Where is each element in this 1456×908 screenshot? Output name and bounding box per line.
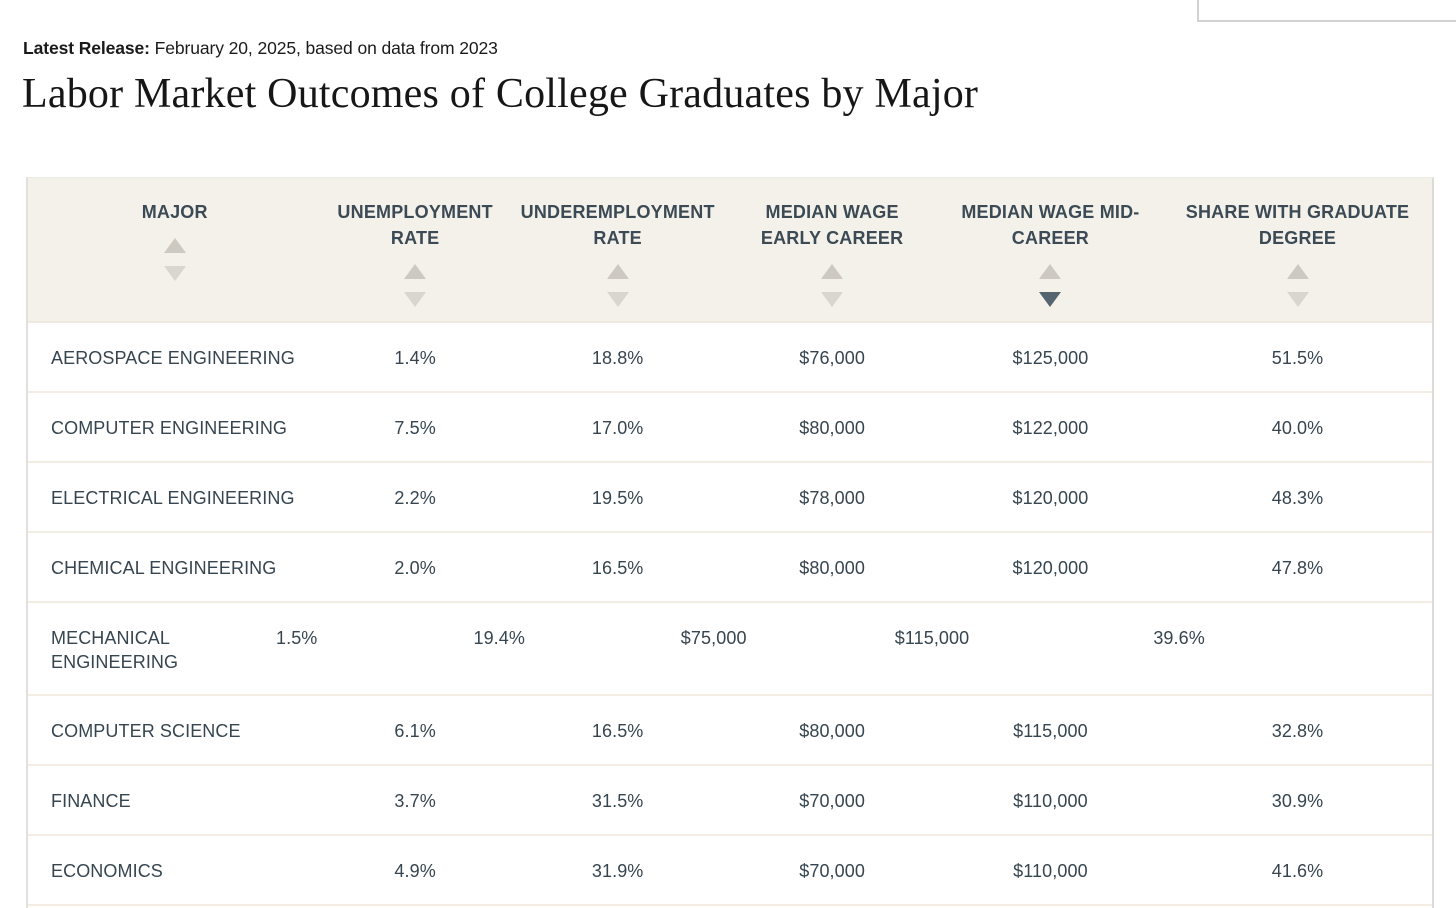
sort-asc-icon[interactable]: [1039, 264, 1062, 279]
table-row: COMPUTER SCIENCE 6.1% 16.5% $80,000 $115…: [28, 696, 1432, 766]
median-wage-early-career-cell: $78,000: [799, 488, 865, 508]
unemployment-rate-cell: 6.1%: [394, 721, 436, 741]
column-header-unemployment-rate[interactable]: UNEMPLOYMENT RATE: [321, 178, 508, 321]
sort-control: [404, 264, 427, 307]
median-wage-early-career-cell: $70,000: [799, 861, 865, 881]
median-wage-mid-career-cell: $110,000: [1013, 791, 1088, 811]
major-cell: ELECTRICAL ENGINEERING: [51, 488, 295, 508]
share-graduate-degree-cell: 41.6%: [1271, 861, 1324, 881]
share-graduate-degree-cell: 51.5%: [1271, 348, 1324, 368]
unemployment-rate-cell: 1.4%: [394, 348, 436, 368]
column-header-label: UNDEREMPLOYMENT RATE: [520, 202, 715, 248]
column-header-label: MAJOR: [141, 202, 208, 222]
major-cell: COMPUTER ENGINEERING: [51, 418, 288, 438]
table-header-row: MAJOR UNEMPLOYMENT RATE UNDEREMPLOYMENT …: [28, 178, 1432, 323]
table-row: ELECTRICAL ENGINEERING 2.2% 19.5% $78,00…: [28, 463, 1432, 533]
unemployment-rate-cell: 3.7%: [394, 791, 436, 811]
share-graduate-degree-cell: 40.0%: [1271, 418, 1324, 438]
median-wage-early-career-cell: $80,000: [799, 558, 865, 578]
underemployment-rate-cell: 19.4%: [473, 628, 525, 648]
median-wage-early-career-cell: $80,000: [799, 721, 865, 741]
median-wage-mid-career-cell: $110,000: [1013, 861, 1088, 881]
major-cell: AEROSPACE ENGINEERING: [51, 348, 295, 368]
sort-control: [163, 238, 186, 281]
latest-release-label: Latest Release:: [23, 38, 150, 58]
major-cell: ECONOMICS: [51, 861, 163, 881]
column-header-median-wage-early-career[interactable]: MEDIAN WAGE EARLY CAREER: [726, 178, 937, 321]
partial-input-box[interactable]: [1197, 0, 1456, 22]
sort-desc-icon[interactable]: [163, 266, 186, 281]
sort-desc-icon-active[interactable]: [1039, 292, 1062, 307]
column-header-underemployment-rate[interactable]: UNDEREMPLOYMENT RATE: [509, 178, 727, 321]
sort-control: [821, 264, 844, 307]
unemployment-rate-cell: 7.5%: [394, 418, 436, 438]
column-header-major[interactable]: MAJOR: [28, 178, 321, 321]
share-graduate-degree-cell: 30.9%: [1271, 791, 1324, 811]
sort-control: [1286, 264, 1309, 307]
page-title: Labor Market Outcomes of College Graduat…: [22, 71, 979, 117]
share-graduate-degree-cell: 47.8%: [1271, 558, 1324, 578]
median-wage-early-career-cell: $75,000: [680, 628, 747, 648]
sort-asc-icon[interactable]: [1286, 264, 1309, 279]
underemployment-rate-cell: 31.9%: [591, 861, 644, 881]
share-graduate-degree-cell: 32.8%: [1271, 721, 1324, 741]
median-wage-early-career-cell: $80,000: [799, 418, 865, 438]
sort-asc-icon[interactable]: [821, 264, 844, 279]
latest-release-line: Latest Release: February 20, 2025, based…: [23, 38, 498, 59]
column-header-share-with-graduate-degree[interactable]: SHARE WITH GRADUATE DEGREE: [1163, 178, 1432, 321]
underemployment-rate-cell: 19.5%: [591, 488, 644, 508]
sort-desc-icon[interactable]: [606, 292, 629, 307]
column-header-median-wage-mid-career[interactable]: MEDIAN WAGE MID-CAREER: [938, 178, 1163, 321]
latest-release-text: February 20, 2025, based on data from 20…: [149, 38, 498, 58]
column-header-label: MEDIAN WAGE EARLY CAREER: [760, 202, 904, 248]
median-wage-early-career-cell: $70,000: [799, 791, 865, 811]
unemployment-rate-cell: 2.2%: [394, 488, 436, 508]
table-row: AEROSPACE ENGINEERING 1.4% 18.8% $76,000…: [28, 323, 1432, 393]
underemployment-rate-cell: 18.8%: [591, 348, 644, 368]
underemployment-rate-cell: 31.5%: [591, 791, 644, 811]
sort-control: [606, 264, 629, 307]
median-wage-mid-career-cell: $115,000: [894, 628, 970, 648]
sort-desc-icon[interactable]: [1286, 292, 1309, 307]
major-cell: MECHANICAL ENGINEERING: [51, 628, 179, 672]
major-cell: CHEMICAL ENGINEERING: [51, 558, 277, 578]
table-row: COMPUTER ENGINEERING 7.5% 17.0% $80,000 …: [28, 393, 1432, 463]
table-row: MECHANICAL ENGINEERING 1.5% 19.4% $75,00…: [28, 603, 1432, 696]
underemployment-rate-cell: 16.5%: [591, 558, 644, 578]
sort-desc-icon[interactable]: [821, 292, 844, 307]
median-wage-mid-career-cell: $120,000: [1012, 488, 1089, 508]
sort-asc-icon[interactable]: [404, 264, 427, 279]
median-wage-mid-career-cell: $125,000: [1012, 348, 1089, 368]
major-cell: FINANCE: [51, 791, 131, 811]
underemployment-rate-cell: 16.5%: [591, 721, 644, 741]
column-header-label: UNEMPLOYMENT RATE: [337, 202, 493, 248]
median-wage-mid-career-cell: $115,000: [1013, 721, 1088, 741]
sort-desc-icon[interactable]: [404, 292, 427, 307]
underemployment-rate-cell: 17.0%: [591, 418, 644, 438]
column-header-label: MEDIAN WAGE MID-CAREER: [961, 202, 1140, 248]
share-graduate-degree-cell: 39.6%: [1153, 628, 1205, 648]
share-graduate-degree-cell: 48.3%: [1271, 488, 1324, 508]
table-row: ECONOMICS 4.9% 31.9% $70,000 $110,000 41…: [28, 836, 1432, 906]
median-wage-early-career-cell: $76,000: [799, 348, 865, 368]
unemployment-rate-cell: 2.0%: [394, 558, 436, 578]
unemployment-rate-cell: 1.5%: [275, 628, 318, 648]
sort-control: [1039, 264, 1062, 307]
column-header-label: SHARE WITH GRADUATE DEGREE: [1185, 202, 1410, 248]
unemployment-rate-cell: 4.9%: [394, 861, 436, 881]
median-wage-mid-career-cell: $120,000: [1012, 558, 1089, 578]
major-cell: COMPUTER SCIENCE: [51, 721, 241, 741]
table-row: FINANCE 3.7% 31.5% $70,000 $110,000 30.9…: [28, 766, 1432, 836]
table-row: CHEMICAL ENGINEERING 2.0% 16.5% $80,000 …: [28, 533, 1432, 603]
sort-asc-icon[interactable]: [163, 238, 186, 253]
outcomes-table: MAJOR UNEMPLOYMENT RATE UNDEREMPLOYMENT …: [26, 177, 1434, 908]
median-wage-mid-career-cell: $122,000: [1012, 418, 1089, 438]
sort-asc-icon[interactable]: [606, 264, 629, 279]
